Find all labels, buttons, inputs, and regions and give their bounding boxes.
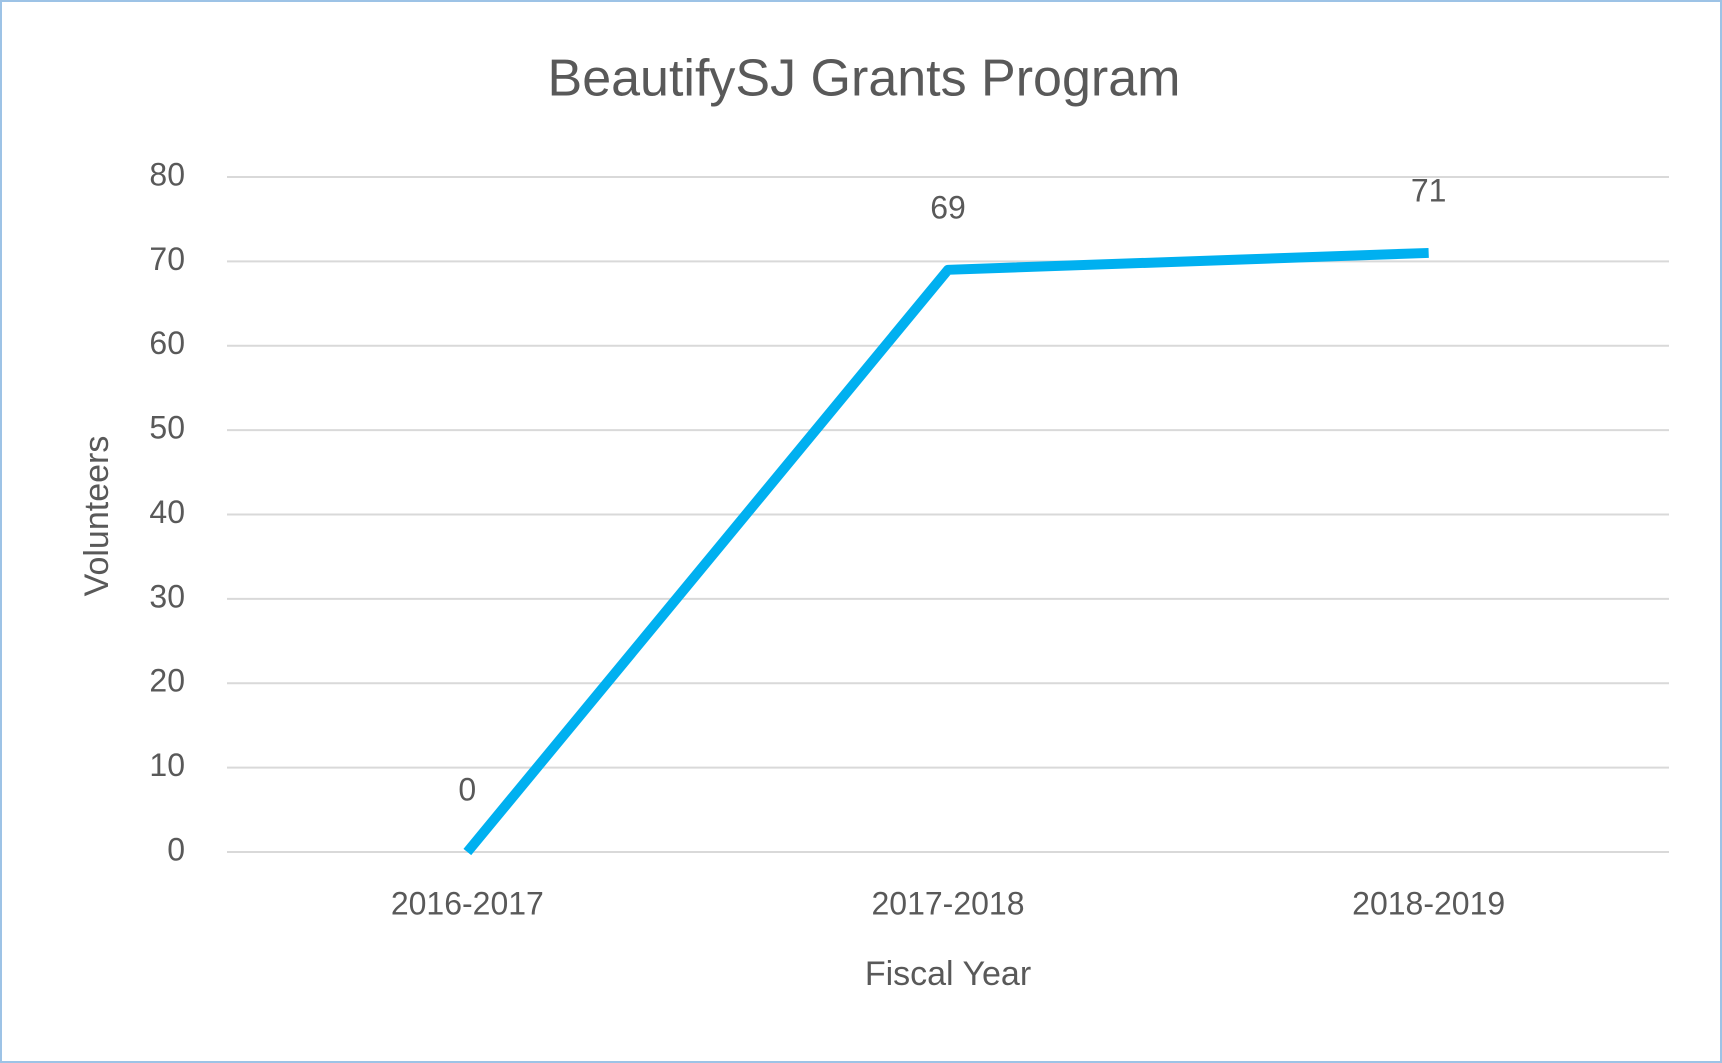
data-label: 71 [1411,172,1447,208]
x-axis-label: Fiscal Year [865,955,1031,993]
data-label: 0 [458,771,476,807]
y-tick-label: 20 [149,663,185,699]
x-tick-label: 2018-2019 [1352,885,1505,921]
y-axis-label: Volunteers [78,436,116,597]
y-tick-label: 60 [149,325,185,361]
y-tick-label: 0 [167,831,185,867]
y-tick-label: 10 [149,747,185,783]
y-tick-label: 30 [149,578,185,614]
chart-title: BeautifySJ Grants Program [548,50,1181,108]
y-tick-label: 70 [149,241,185,277]
x-tick-label: 2016-2017 [391,885,544,921]
data-line [463,247,1429,856]
y-tick-label: 40 [149,494,185,530]
x-tick-label: 2017-2018 [871,885,1024,921]
data-label: 69 [930,189,966,225]
y-tick-label: 80 [149,156,185,192]
y-tick-label: 50 [149,410,185,446]
